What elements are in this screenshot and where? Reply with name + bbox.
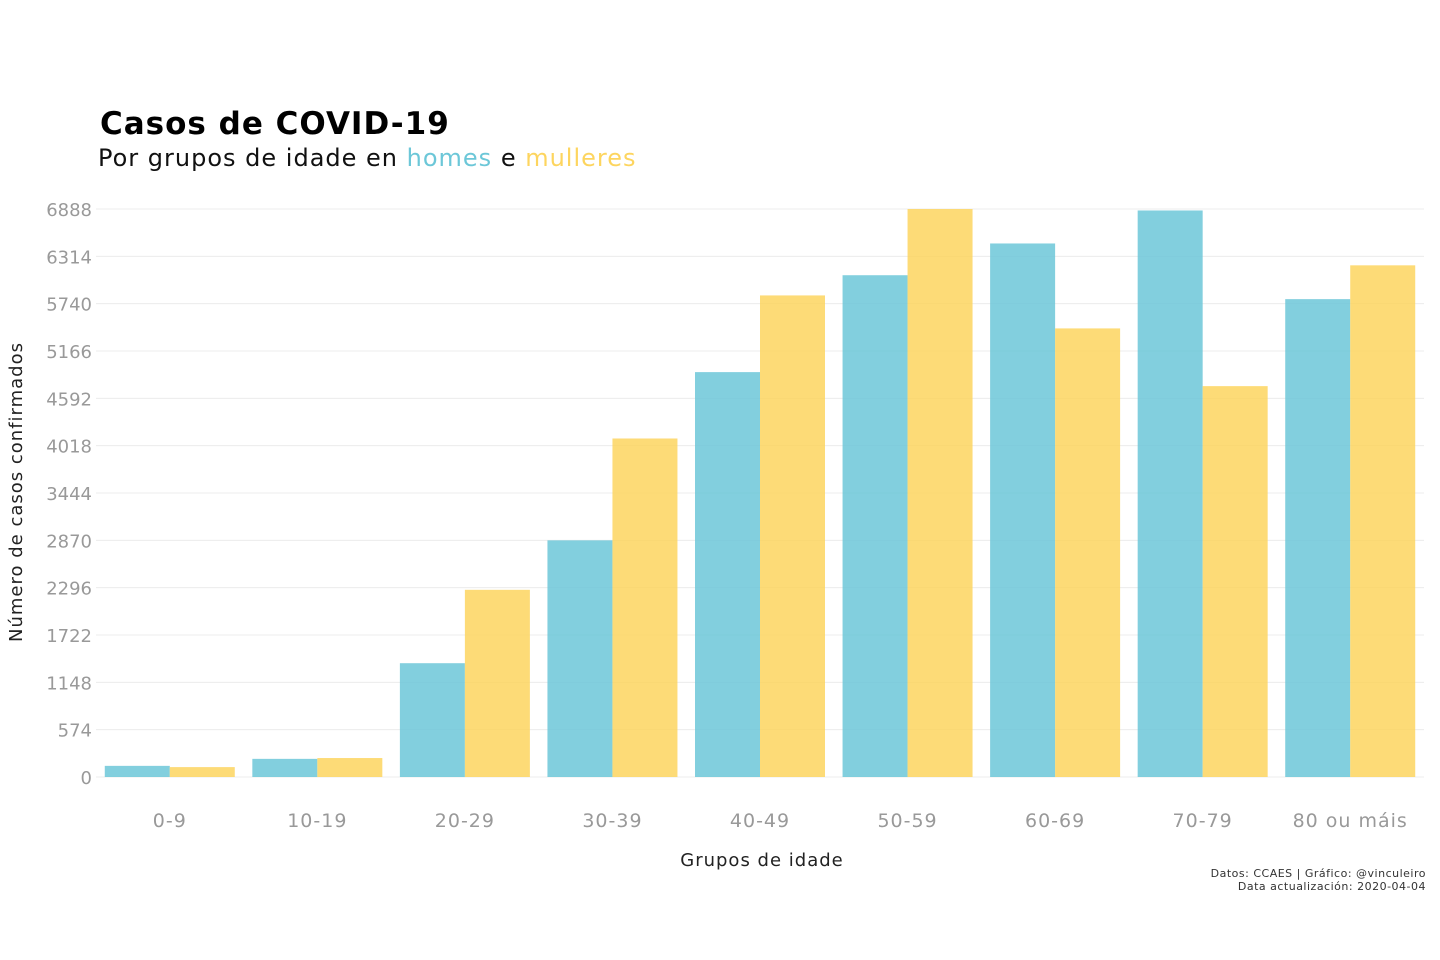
x-tick-label: 70-79 xyxy=(1173,810,1233,832)
x-tick-label: 80 ou máis xyxy=(1293,810,1408,832)
x-tick-label: 30-39 xyxy=(582,810,642,832)
bar-homes-60-69 xyxy=(990,243,1056,777)
y-tick-label: 0 xyxy=(81,768,92,789)
subtitle-middle: e xyxy=(492,144,526,172)
chart-title: Casos de COVID-19 xyxy=(100,106,450,142)
bar-homes-10-19 xyxy=(252,758,318,777)
y-tick-label: 2870 xyxy=(46,531,92,552)
x-tick-label: 10-19 xyxy=(287,810,347,832)
subtitle-women-word: mulleres xyxy=(525,144,637,172)
x-tick-label: 20-29 xyxy=(435,810,495,832)
y-tick-label: 3444 xyxy=(46,484,92,505)
y-tick-label: 1722 xyxy=(46,626,92,647)
caption-date: Data actualización: 2020-04-04 xyxy=(1237,880,1426,893)
bar-mulleres-30-39 xyxy=(612,438,678,777)
y-tick-label: 5740 xyxy=(46,295,92,316)
bar-homes-50-59 xyxy=(842,275,908,777)
bar-homes-20-29 xyxy=(399,663,465,777)
bar-mulleres-70-79 xyxy=(1202,386,1268,777)
y-axis-title: Número de casos confirmados xyxy=(6,342,27,642)
y-tick-label: 574 xyxy=(58,721,92,742)
bar-homes-80 ou máis xyxy=(1285,299,1351,777)
caption: Datos: CCAES | Gráfico: @vinculeiro Data… xyxy=(1211,867,1426,893)
subtitle-men-word: homes xyxy=(406,144,493,172)
bars-layer xyxy=(104,209,1416,777)
bar-mulleres-20-29 xyxy=(464,589,530,777)
bar-mulleres-0-9 xyxy=(169,767,235,777)
y-tick-label: 6888 xyxy=(46,200,92,221)
y-tick-label: 5166 xyxy=(46,342,92,363)
y-axis-ticks: 0 574 1148 1722 2296 2870 3444 4018 4592 5166 5740… xyxy=(46,200,92,789)
x-tick-label: 0-9 xyxy=(153,810,187,832)
x-tick-label: 40-49 xyxy=(730,810,790,832)
x-tick-label: 50-59 xyxy=(877,810,937,832)
subtitle-prefix: Por grupos de idade en xyxy=(98,144,407,172)
x-axis-ticks: 0-9 10-19 20-29 30-39 40-49 50-59 60-69 70-79 80… xyxy=(153,810,1408,832)
bar-mulleres-60-69 xyxy=(1055,328,1121,777)
bar-mulleres-10-19 xyxy=(317,758,383,777)
y-tick-label: 2296 xyxy=(46,579,92,600)
bar-homes-40-49 xyxy=(695,372,760,777)
y-tick-label: 1148 xyxy=(46,673,92,694)
bar-homes-30-39 xyxy=(547,540,613,777)
bar-mulleres-40-49 xyxy=(760,295,825,777)
caption-source: Datos: CCAES | Gráfico: @vinculeiro xyxy=(1210,867,1426,880)
chart-subtitle: Por grupos de idade en homes e mulleres xyxy=(98,144,637,172)
x-tick-label: 60-69 xyxy=(1025,810,1085,832)
y-tick-label: 6314 xyxy=(46,247,92,268)
y-tick-label: 4592 xyxy=(46,389,92,410)
bar-mulleres-80 ou máis xyxy=(1350,265,1416,777)
bar-homes-70-79 xyxy=(1137,210,1203,777)
bar-homes-0-9 xyxy=(104,765,170,777)
x-axis-title: Grupos de idade xyxy=(680,850,843,871)
bar-mulleres-50-59 xyxy=(907,209,973,777)
y-tick-label: 4018 xyxy=(46,437,92,458)
